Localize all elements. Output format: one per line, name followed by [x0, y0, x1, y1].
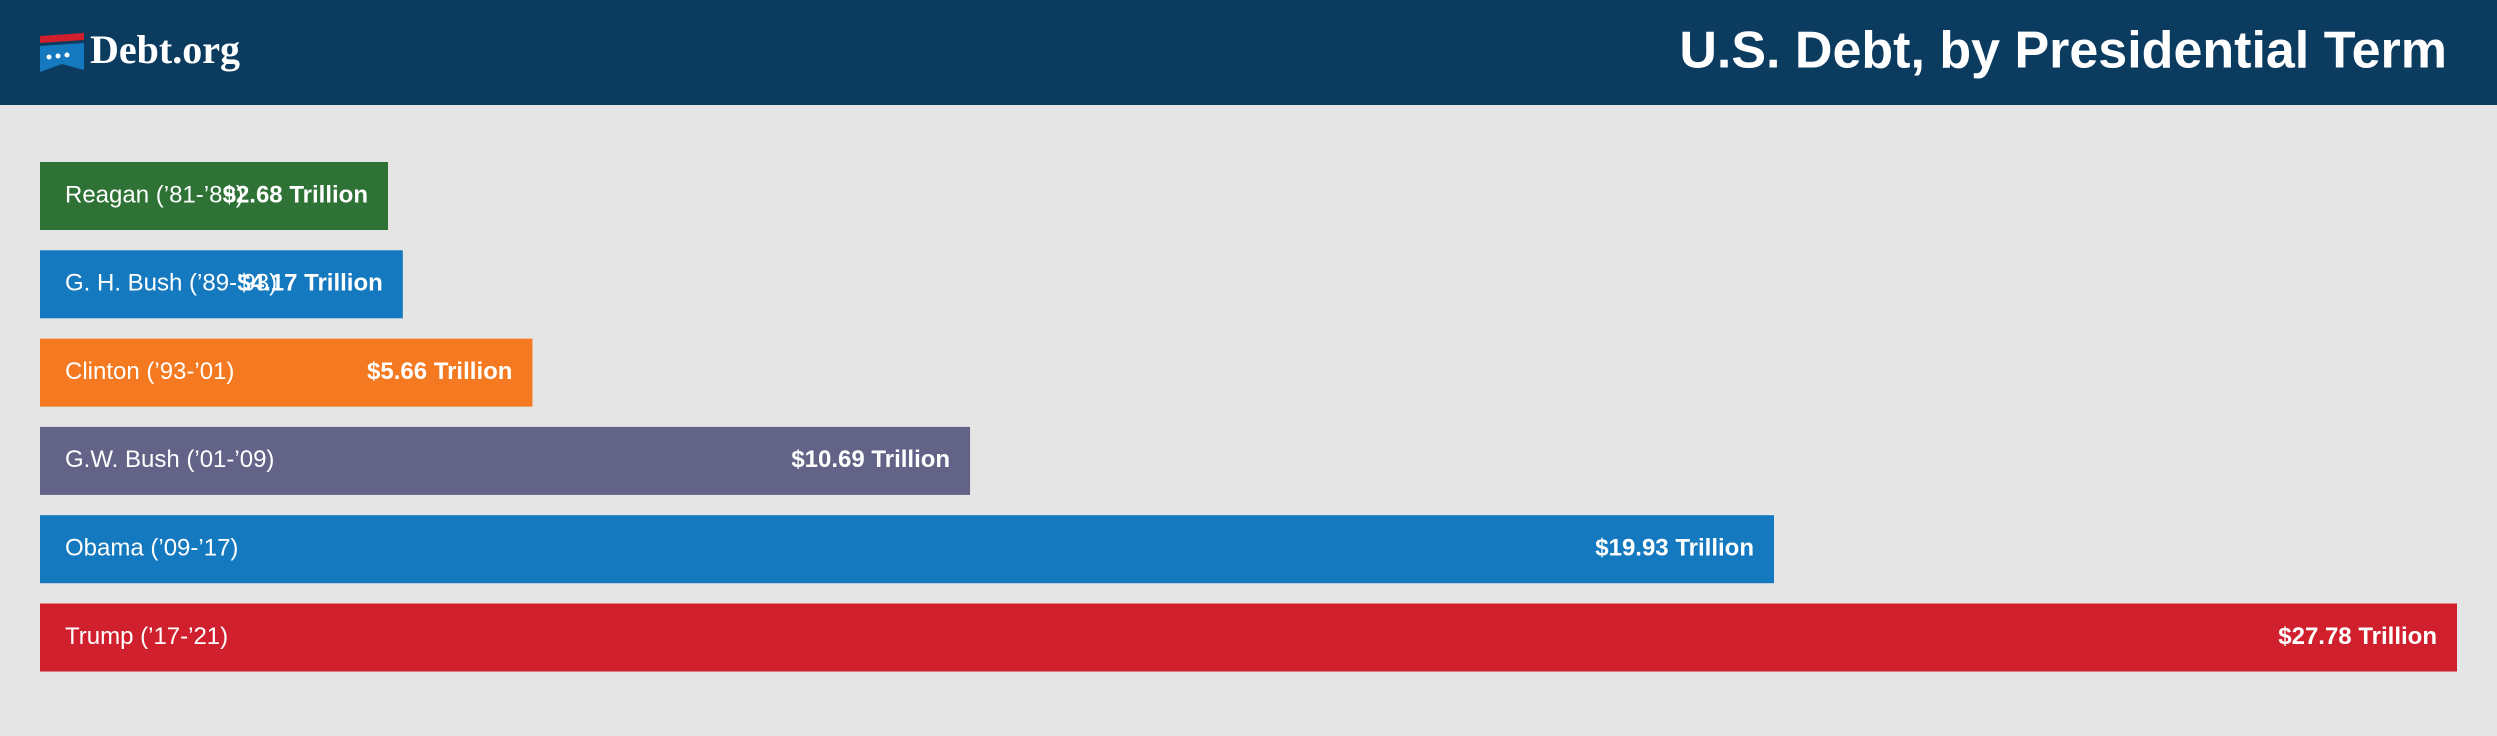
value-label: $2.68 Trillion	[223, 181, 368, 208]
bar	[40, 515, 1775, 584]
value-label: $5.66 Trillion	[367, 358, 512, 385]
category-label: Clinton (’93-’01)	[65, 358, 234, 385]
bar	[40, 338, 533, 407]
bar	[40, 426, 971, 495]
category-label: G. H. Bush (’89-’93)	[65, 270, 277, 297]
header-bar	[0, 0, 2497, 105]
chart-title: U.S. Debt, by Presidential Term	[1679, 22, 2447, 80]
bar	[40, 603, 2457, 672]
value-label: $27.78 Trillion	[2278, 623, 2437, 650]
category-label: Trump (’17-’21)	[65, 623, 228, 650]
category-label: Reagan (’81-’89)	[65, 181, 244, 208]
bar	[40, 250, 403, 319]
logo-flag	[40, 33, 84, 72]
value-label: $10.69 Trillion	[791, 446, 950, 473]
category-label: Obama (’09-’17)	[65, 535, 238, 562]
bar	[40, 162, 388, 230]
category-label: G.W. Bush (’01-’09)	[65, 446, 274, 473]
value-label: $4.17 Trillion	[237, 270, 382, 297]
value-label: $19.93 Trillion	[1595, 535, 1754, 562]
logo-text[interactable]: Debt.org	[90, 27, 240, 72]
